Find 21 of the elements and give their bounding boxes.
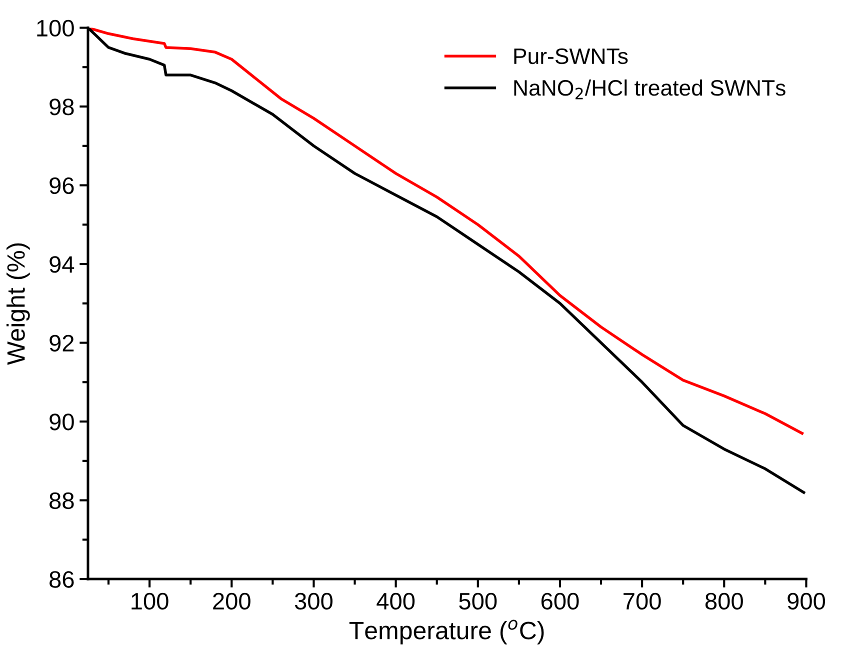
x-axis-title: Temperature ($^{o}$C) bbox=[349, 620, 544, 644]
x-tick-label: 200 bbox=[213, 592, 250, 610]
y-tick-label: 96 bbox=[50, 177, 74, 194]
y-tick-label: 88 bbox=[50, 492, 74, 510]
y-tick-label: 92 bbox=[50, 334, 74, 352]
x-tick-label: 500 bbox=[459, 592, 497, 610]
x-tick-label: 300 bbox=[294, 592, 332, 610]
y-tick-label: 86 bbox=[50, 571, 74, 588]
x-tick-label: 400 bbox=[376, 592, 415, 610]
y-tick-label: 94 bbox=[50, 256, 74, 273]
y-tick-label: 98 bbox=[50, 98, 74, 116]
y-tick-label: 90 bbox=[50, 414, 74, 430]
x-tick-label: 100 bbox=[132, 592, 168, 610]
x-tick-label: 700 bbox=[624, 592, 661, 610]
x-tick-label: 900 bbox=[788, 592, 826, 610]
x-tick-label: 600 bbox=[541, 592, 579, 610]
legend-label: Pur-SWNTs bbox=[514, 48, 628, 64]
y-tick-label: 100 bbox=[37, 20, 74, 37]
legend-label: NaNO$_{2}$/HCl treated SWNTs bbox=[514, 79, 786, 100]
y-axis-title: Weight (%) bbox=[6, 243, 30, 365]
x-tick-label: 800 bbox=[705, 592, 743, 610]
